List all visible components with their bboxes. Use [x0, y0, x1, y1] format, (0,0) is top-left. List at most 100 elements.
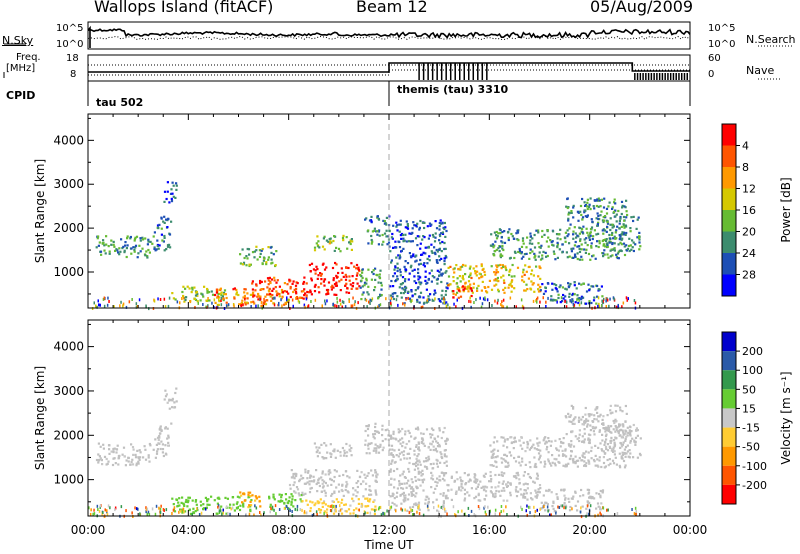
data-cell: [548, 489, 551, 492]
data-cell: [618, 238, 621, 241]
data-cell: [490, 288, 494, 291]
data-cell: [345, 480, 348, 484]
data-cell: [103, 296, 106, 300]
data-cell: [626, 434, 629, 437]
data-cell: [288, 507, 291, 510]
data-cell: [360, 502, 363, 506]
x-tick-label: 20:00: [572, 523, 607, 537]
data-cell: [367, 242, 370, 245]
data-cell: [522, 483, 525, 486]
data-cell: [578, 297, 581, 300]
data-cell: [615, 237, 618, 240]
data-cell: [182, 507, 184, 511]
data-cell: [408, 470, 411, 473]
data-cell: [286, 283, 289, 286]
data-cell: [496, 440, 499, 443]
data-cell: [629, 227, 632, 230]
data-cell: [102, 443, 105, 446]
data-cell: [95, 304, 97, 308]
data-cell: [162, 220, 165, 223]
data-cell: [206, 290, 209, 293]
data-cell: [411, 269, 414, 272]
data-cell: [404, 288, 407, 292]
data-cell: [583, 438, 586, 441]
data-cell: [459, 295, 463, 298]
data-cell: [427, 509, 430, 512]
colorbar-swatch: [722, 231, 736, 253]
data-cell: [256, 295, 259, 298]
data-cell: [443, 453, 446, 456]
freq-tick-bottom: 8: [70, 69, 77, 80]
data-cell: [216, 296, 219, 299]
data-cell: [603, 452, 606, 455]
data-cell: [389, 477, 393, 480]
data-cell: [525, 283, 528, 286]
data-cell: [601, 229, 604, 232]
data-cell: [535, 491, 538, 494]
data-cell: [109, 506, 111, 510]
data-cell: [482, 485, 485, 488]
data-cell: [500, 505, 503, 508]
data-cell: [446, 512, 448, 516]
data-cell: [619, 406, 622, 409]
data-cell: [359, 482, 363, 486]
data-cell: [292, 290, 295, 294]
data-cell: [305, 499, 308, 502]
data-cell: [555, 233, 559, 236]
data-cell: [423, 465, 427, 468]
data-cell: [609, 255, 612, 258]
data-cell: [260, 249, 263, 252]
data-cell: [588, 501, 591, 504]
data-cell: [255, 249, 258, 252]
data-cell: [609, 217, 612, 220]
data-cell: [158, 244, 161, 247]
data-cell: [370, 238, 373, 242]
data-cell: [306, 477, 309, 480]
data-cell: [601, 439, 604, 442]
data-cell: [211, 301, 213, 305]
data-cell: [501, 474, 504, 477]
data-cell: [317, 481, 320, 484]
data-cell: [313, 285, 316, 288]
data-cell: [268, 276, 271, 279]
data-cell: [243, 493, 246, 496]
data-cell: [489, 471, 492, 474]
data-cell: [545, 501, 548, 504]
data-cell: [588, 238, 591, 241]
data-cell: [421, 305, 424, 309]
data-cell: [118, 247, 121, 250]
data-cell: [592, 420, 595, 423]
data-cell: [590, 285, 593, 288]
data-cell: [617, 209, 620, 213]
data-cell: [588, 203, 591, 206]
data-cell: [97, 453, 100, 456]
data-cell: [400, 249, 403, 252]
data-cell: [481, 280, 484, 283]
data-cell: [589, 258, 592, 261]
data-cell: [345, 454, 348, 458]
data-cell: [632, 456, 635, 459]
data-cell: [516, 471, 519, 474]
data-cell: [636, 218, 639, 221]
data-cell: [484, 490, 488, 493]
data-cell: [538, 456, 541, 459]
data-cell: [344, 284, 347, 287]
data-cell: [273, 508, 275, 512]
data-cell: [300, 494, 303, 497]
data-cell: [625, 412, 628, 415]
data-cell: [315, 451, 318, 454]
data-cell: [594, 454, 597, 457]
data-cell: [418, 461, 421, 464]
data-cell: [605, 297, 607, 301]
data-cell: [480, 289, 483, 292]
data-cell: [375, 474, 378, 477]
data-cell: [335, 274, 338, 277]
data-cell: [367, 425, 370, 428]
data-cell: [217, 504, 220, 508]
data-cell: [98, 509, 101, 513]
data-cell: [411, 299, 413, 302]
data-cell: [413, 275, 416, 278]
data-cell: [309, 270, 312, 273]
data-cell: [620, 243, 623, 246]
data-cell: [633, 439, 636, 442]
